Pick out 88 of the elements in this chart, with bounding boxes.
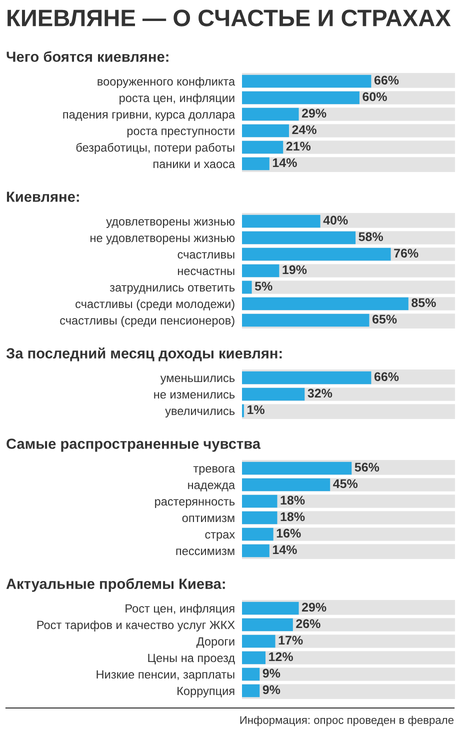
y-tick-label: роста цен, инфляции [120,93,234,104]
data-label: 58% [358,232,384,242]
data-label: 21% [286,142,311,151]
bar [242,108,299,121]
y-tick-label: роста преступности [127,128,234,138]
data-label: 45% [333,479,358,488]
data-label: 40% [323,216,348,225]
data-label: 76% [394,248,418,258]
data-label: 16% [276,528,301,538]
bar [242,314,370,327]
y-tick-label: удовлетворены жизнью [106,219,235,228]
y-tick-label: тревога [193,466,236,475]
bar [242,478,330,492]
y-tick-label: безработицы, потери работы [76,142,234,154]
bar [242,618,293,632]
y-tick-label: растерянность [155,499,235,508]
bar [242,544,270,558]
bar [242,91,360,104]
y-tick-label: Рост тарифов и качество услуг ЖКХ [37,620,235,632]
y-tick-label: счастливы (среди пенсионеров) [60,316,234,327]
bar [242,511,278,524]
data-label: 1% [248,405,264,414]
data-label: 65% [372,314,397,324]
text: Чего боятся киевляне: [6,51,168,62]
bar [242,528,274,541]
data-label: 12% [269,652,293,662]
y-tick-label: Дороги [196,637,234,648]
y-tick-label: Коррупция [178,686,234,698]
chart-title: Самые распространенные чувства [6,438,261,452]
data-label: 18% [280,512,305,522]
data-label: 26% [296,619,320,628]
y-tick-label: не изменились [154,392,235,399]
data-label: 9% [262,685,280,694]
bar [242,494,278,508]
y-tick-label: счастливы [178,252,234,259]
bar [242,124,289,138]
bar [242,157,270,170]
bar [242,74,372,88]
data-label: 17% [278,636,303,645]
text: Киевляне: [6,192,79,202]
bar [242,297,408,310]
y-tick-label: увеличились [165,408,235,418]
y-tick-label: Низкие пенсии, зарплаты [96,670,234,681]
y-tick-label: счастливы (среди молодежи) [76,299,234,310]
data-label: 14% [272,158,297,168]
data-label: 24% [292,125,316,134]
data-label: 5% [254,282,272,291]
bar [242,634,276,648]
y-tick-label: затруднились ответить [110,285,235,294]
y-tick-label: не удовлетворены жизнью [90,236,235,244]
bar [242,214,320,228]
bar [242,231,356,244]
y-tick-label: пессимизм [176,548,234,556]
bar [242,248,391,261]
data-label: 9% [262,668,280,678]
y-tick-label: страх [205,532,235,541]
data-label: 66% [374,76,399,85]
data-label: 19% [282,265,307,274]
text: Актуальные проблемы Киева: [6,578,225,592]
data-label: 32% [308,388,332,398]
y-tick-label: надежда [188,482,236,492]
y-tick-label: падения гривни, курса доллара [63,112,236,121]
bar [242,684,260,698]
bar [242,140,284,154]
y-tick-label: вооруженного конфликта [98,76,236,88]
data-label: 14% [272,545,297,554]
bar [242,462,352,475]
data-label: 29% [302,602,326,612]
y-tick-label: уменьшились [160,376,235,384]
data-label: 66% [374,372,399,382]
y-tick-label: паники и хаоса [154,162,236,168]
y-tick-label: Рост цен, инфляция [126,604,234,615]
bar [242,264,280,278]
data-label: 60% [362,92,387,102]
y-tick-label: несчастны [178,268,234,276]
chart-title: КИЕВЛЯНЕ — О СЧАСТЬЕ И СТРАХАХ [8,10,451,26]
data-label: 29% [302,108,326,118]
chart-title: За последний месяц доходы киевлян: [6,348,282,362]
bar [242,668,260,681]
y-tick-label: оптимизм [182,516,234,522]
data-label: 56% [354,462,380,472]
data-label: 18% [280,496,305,505]
data-label: 85% [412,298,436,308]
bar [242,651,266,664]
bar [242,280,252,294]
y-tick-label: Цены на проезд [148,654,235,664]
text: Информация: опрос проведен в феврале [240,716,454,726]
bar [242,602,299,615]
